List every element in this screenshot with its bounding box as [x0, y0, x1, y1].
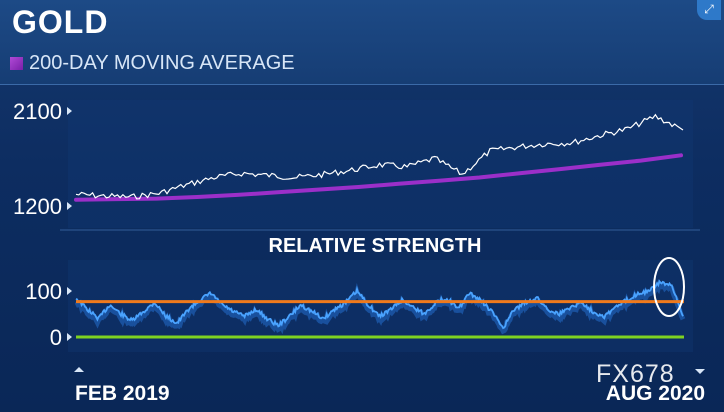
- axes: 2100 1200 100 0 FEB 2019 AUG 2020: [13, 99, 705, 405]
- rsi-panel: RELATIVE STRENGTH: [68, 235, 693, 352]
- chart-title: GOLD: [12, 4, 109, 40]
- rsi-shadow-line: [74, 278, 686, 335]
- legend: 200-DAY MOVING AVERAGE: [10, 51, 295, 75]
- x-tick-end-marker: [695, 369, 705, 374]
- moving-average-line: [74, 153, 683, 202]
- chart-header: GOLD 200-DAY MOVING AVERAGE: [0, 0, 724, 85]
- y-tick-rsi-top: 100: [25, 279, 62, 304]
- y-tick-price-top: 2100: [13, 99, 62, 124]
- y-tick-price-bottom: 1200: [13, 194, 62, 219]
- watermark: FX678: [596, 360, 675, 388]
- highlight-circle: [653, 257, 685, 317]
- y-tick-rsi-bottom: 0: [50, 325, 62, 350]
- x-tick-start-marker: [74, 367, 84, 372]
- y-tick-price-bottom-marker: [67, 202, 72, 210]
- legend-swatch: [10, 56, 23, 70]
- rsi-panel-title: RELATIVE STRENGTH: [269, 235, 482, 257]
- expand-icon[interactable]: ⤢: [697, 0, 721, 20]
- x-tick-end: AUG 2020: [606, 382, 705, 405]
- price-line: [75, 113, 684, 200]
- y-tick-rsi-top-marker: [67, 287, 72, 295]
- x-tick-start: FEB 2019: [75, 382, 170, 405]
- y-tick-price-top-marker: [67, 107, 72, 115]
- price-panel: [68, 100, 693, 228]
- legend-label: 200-DAY MOVING AVERAGE: [29, 51, 295, 74]
- y-tick-rsi-bottom-marker: [67, 333, 72, 341]
